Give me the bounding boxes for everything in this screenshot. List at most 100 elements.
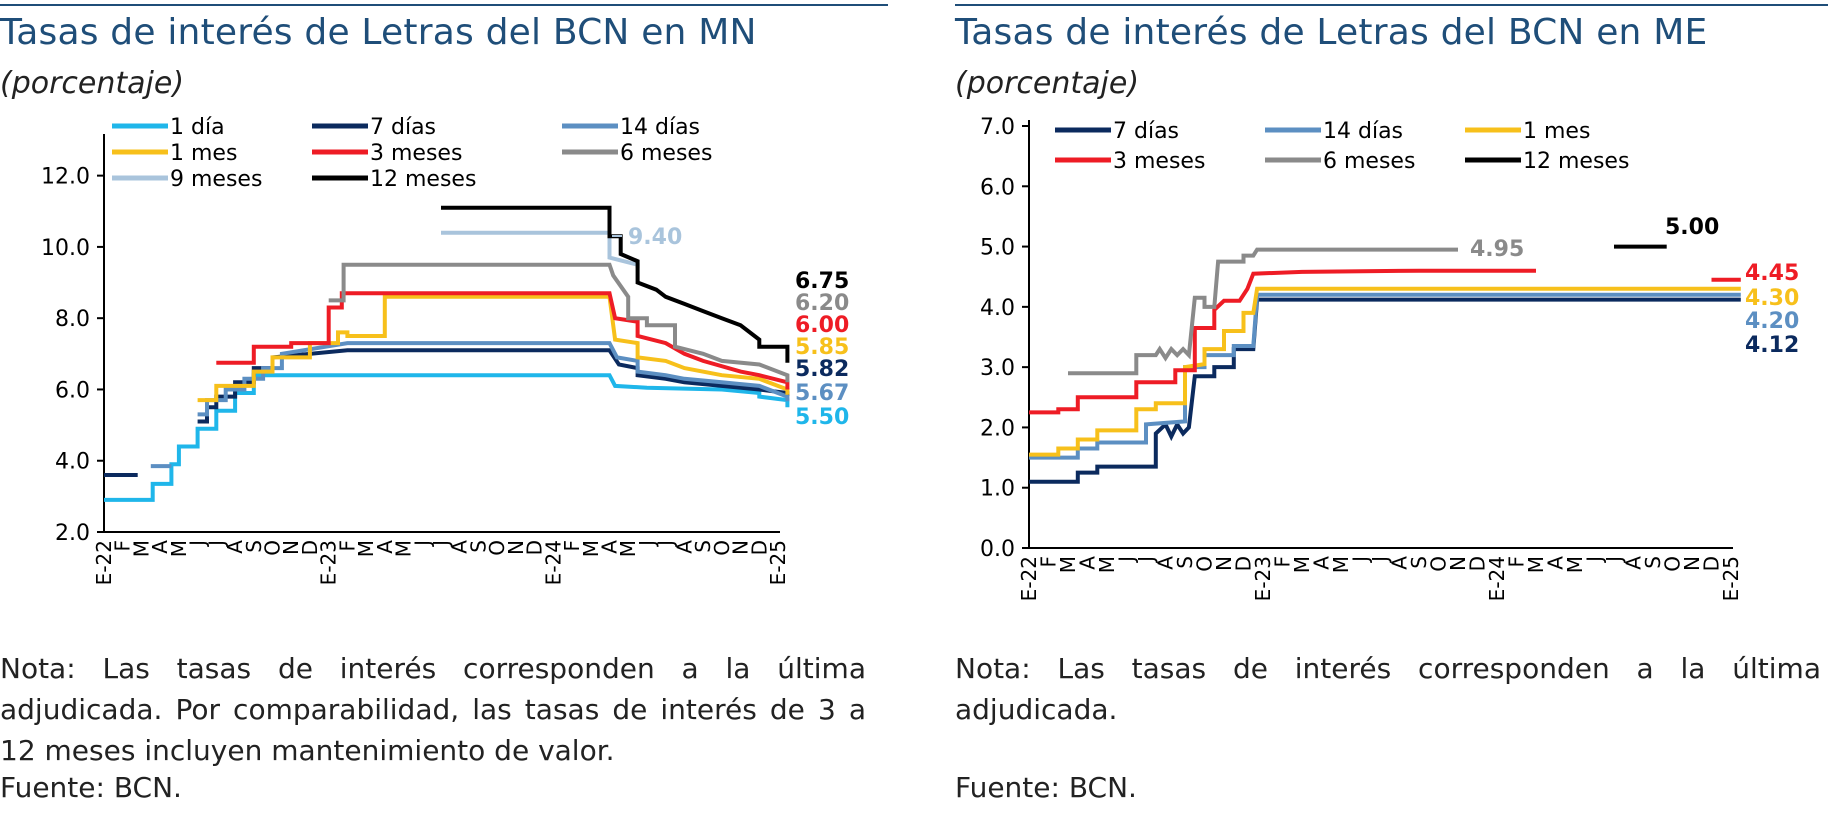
x-tick-label: N [1212, 556, 1236, 571]
x-tick-label: S [242, 540, 266, 553]
legend-label: 9 meses [170, 167, 262, 192]
chart-panel-me: Tasas de interés de Letras del BCN en ME… [955, 0, 1828, 821]
legend-item-7-dias: 7 días [312, 115, 436, 140]
legend-item-6-meses: 6 meses [1265, 149, 1415, 174]
chart-title: Tasas de interés de Letras del BCN en ME [955, 12, 1708, 53]
legend-item-1-mes: 1 mes [1465, 119, 1590, 144]
x-tick-label: E-25 [1719, 556, 1743, 601]
x-tick-label: M [1056, 556, 1080, 573]
x-tick-label: J [654, 540, 678, 548]
x-tick-label: D [747, 540, 771, 555]
x-tick-label: S [1407, 556, 1431, 569]
series-line-3-meses [1029, 268, 1741, 415]
y-tick-label: 4.0 [55, 450, 90, 475]
series-line-14-dias [150, 341, 790, 469]
legend-label: 3 meses [370, 141, 462, 166]
legend-label: 3 meses [1113, 149, 1205, 174]
legend-label: 1 mes [1523, 119, 1590, 144]
x-tick-label: A [598, 540, 622, 554]
legend-label: 6 meses [1323, 149, 1415, 174]
legend-item-6-meses: 6 meses [562, 141, 712, 166]
x-tick-label: J [1349, 556, 1373, 564]
end-value-label: 6.75 [795, 269, 849, 294]
y-tick-label: 10.0 [41, 236, 90, 261]
x-tick-label: J [204, 540, 228, 548]
x-tick-label: M [1095, 556, 1119, 573]
x-tick-label: O [485, 540, 509, 556]
y-tick-label: 4.0 [980, 296, 1015, 321]
x-tick-label: S [466, 540, 490, 553]
x-tick-label: E-22 [1017, 556, 1041, 601]
x-tick-label: J [635, 540, 659, 548]
x-tick-label: O [1661, 556, 1685, 572]
header-rule [955, 4, 1828, 6]
x-tick-label: J [1134, 556, 1158, 564]
x-tick-label: E-24 [541, 540, 565, 585]
x-tick-label: N [729, 540, 753, 555]
series-line-1-mes [197, 294, 790, 403]
x-tick-label: F [1037, 556, 1061, 568]
legend-label: 1 día [170, 115, 225, 140]
series-line-6-meses [328, 262, 790, 383]
x-tick-label: S [1173, 556, 1197, 569]
legend-label: 7 días [1113, 119, 1179, 144]
end-value-label: 5.00 [1665, 215, 1719, 240]
x-tick-label: A [1076, 556, 1100, 570]
x-tick-label: N [1680, 556, 1704, 571]
x-tick-label: F [1505, 556, 1529, 568]
end-value-label: 9.40 [628, 225, 682, 250]
legend-label: 12 meses [370, 167, 476, 192]
chart-source: Fuente: BCN. [0, 771, 182, 804]
axes: 2.04.06.08.010.012.0E-22FMAMJJASONDE-23F… [41, 134, 790, 585]
x-tick-label: A [448, 540, 472, 554]
x-tick-label: M [1563, 556, 1587, 573]
legend-item-12-meses: 12 meses [1465, 149, 1629, 174]
end-value-label: 5.67 [795, 381, 849, 406]
legend-item-7-dias: 7 días [1055, 119, 1179, 144]
x-tick-label: F [335, 540, 359, 552]
chart-panel-mn: Tasas de interés de Letras del BCN en MN… [0, 0, 888, 821]
series-line-3-meses [216, 291, 790, 390]
x-tick-label: F [111, 540, 135, 552]
y-tick-label: 0.0 [980, 537, 1015, 562]
legend-item-12-meses: 12 meses [312, 167, 476, 192]
legend: 1 día 7 días 14 días 1 mes 3 meses 6 meses 9 m… [112, 115, 712, 192]
chart-source: Fuente: BCN. [955, 771, 1137, 804]
x-tick-label: O [710, 540, 734, 556]
series-line-1-dia [104, 373, 790, 502]
x-tick-label: A [148, 540, 172, 554]
end-value-label: 6.20 [795, 291, 849, 316]
end-value-label: 4.12 [1745, 333, 1799, 358]
x-tick-label: M [129, 540, 153, 557]
end-value-label: 4.30 [1745, 286, 1799, 311]
x-tick-label: A [672, 540, 696, 554]
legend-item-14-dias: 14 días [562, 115, 700, 140]
y-tick-label: 6.0 [980, 175, 1015, 200]
x-tick-label: O [261, 540, 285, 556]
chart-subtitle: (porcentaje) [0, 66, 185, 101]
legend-label: 7 días [370, 115, 436, 140]
legend-item-9-meses: 9 meses [112, 167, 262, 192]
x-tick-label: A [1154, 556, 1178, 570]
x-tick-label: A [223, 540, 247, 554]
x-tick-label: M [1290, 556, 1314, 573]
x-tick-label: M [167, 540, 191, 557]
line-chart-me: 0.01.02.03.04.05.06.07.0E-22FMAMJJASONDE… [980, 115, 1799, 601]
end-value-label: 5.50 [795, 405, 849, 430]
end-value-label: 4.95 [1470, 237, 1524, 262]
y-tick-label: 5.0 [980, 236, 1015, 261]
x-tick-label: D [1232, 556, 1256, 571]
legend-item-3-meses: 3 meses [312, 141, 462, 166]
legend-item-3-meses: 3 meses [1055, 149, 1205, 174]
chart-subtitle: (porcentaje) [955, 66, 1140, 101]
x-tick-label: E-22 [92, 540, 116, 585]
x-tick-label: E-23 [1251, 556, 1275, 601]
y-tick-label: 1.0 [980, 477, 1015, 502]
x-tick-label: S [1641, 556, 1665, 569]
legend-label: 1 mes [170, 141, 237, 166]
x-tick-label: J [1583, 556, 1607, 564]
x-tick-label: D [1466, 556, 1490, 571]
x-tick-label: E-24 [1485, 556, 1509, 601]
y-tick-label: 6.0 [55, 378, 90, 403]
x-tick-label: N [504, 540, 528, 555]
